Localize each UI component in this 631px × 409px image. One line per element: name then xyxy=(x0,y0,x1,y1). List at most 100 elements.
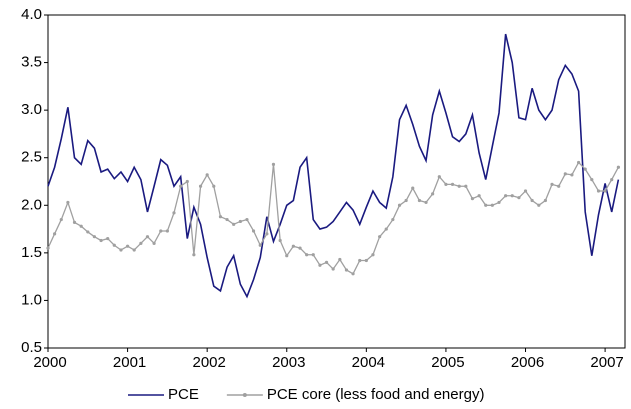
y-tick-label: 1.5 xyxy=(21,244,42,261)
series-marker xyxy=(106,236,110,241)
series-marker xyxy=(251,229,256,233)
series-marker xyxy=(504,194,508,198)
series-marker xyxy=(112,243,116,247)
series-marker xyxy=(510,194,514,198)
series-marker xyxy=(265,232,269,236)
series-marker xyxy=(470,197,475,201)
x-tick-label: 2001 xyxy=(113,354,146,371)
series-marker xyxy=(610,177,614,182)
series-marker xyxy=(198,184,203,188)
series-marker xyxy=(391,217,395,222)
x-tick-label: 2004 xyxy=(352,354,385,371)
y-tick-label: 2.0 xyxy=(21,196,42,213)
series-marker xyxy=(291,244,295,248)
series-marker xyxy=(66,200,70,205)
y-tick-label: 3.5 xyxy=(21,54,42,71)
series-marker xyxy=(351,272,355,276)
series-marker xyxy=(86,230,90,234)
x-tick-label: 2000 xyxy=(33,354,66,371)
series-marker xyxy=(79,224,83,228)
legend-label: PCE xyxy=(168,386,199,403)
legend-label: PCE core (less food and energy) xyxy=(267,386,485,403)
series-marker xyxy=(338,257,342,262)
series-marker xyxy=(364,258,368,263)
series-line xyxy=(47,33,620,299)
series-marker xyxy=(145,235,150,239)
series-marker xyxy=(616,165,620,169)
series-marker xyxy=(278,238,282,243)
series-marker xyxy=(125,244,130,248)
series-marker xyxy=(212,184,216,188)
series-marker xyxy=(570,173,574,177)
legend-marker xyxy=(242,393,247,397)
series-marker xyxy=(596,189,601,193)
series-marker xyxy=(225,217,229,222)
series-marker xyxy=(577,160,581,165)
y-tick-label: 4.0 xyxy=(21,6,42,23)
y-tick-label: 2.5 xyxy=(21,149,42,166)
series-marker xyxy=(59,217,63,222)
x-tick-label: 2005 xyxy=(431,354,464,371)
series-marker xyxy=(119,248,123,252)
series-marker xyxy=(444,182,448,186)
series-marker xyxy=(331,267,335,271)
series-marker xyxy=(371,253,375,257)
series-marker xyxy=(99,238,103,243)
series-marker xyxy=(378,235,382,239)
series-marker xyxy=(324,260,329,264)
series-marker xyxy=(311,253,315,257)
x-tick-label: 2006 xyxy=(511,354,544,371)
series-marker xyxy=(404,198,408,203)
series-marker xyxy=(185,179,189,184)
series-marker xyxy=(179,184,183,188)
series-marker xyxy=(285,254,289,258)
series-marker xyxy=(464,184,468,188)
series-marker xyxy=(530,198,534,203)
plot-frame xyxy=(47,14,626,349)
series-marker xyxy=(298,246,302,250)
series-marker xyxy=(53,232,57,236)
series-marker xyxy=(172,211,176,215)
series-marker xyxy=(484,203,488,207)
series-marker xyxy=(305,253,309,257)
series-marker xyxy=(431,192,435,196)
series-marker xyxy=(437,175,441,179)
series-marker xyxy=(358,258,362,263)
x-tick-label: 2007 xyxy=(590,354,623,371)
series-marker xyxy=(232,222,236,226)
y-tick-label: 0.5 xyxy=(21,339,42,356)
series-marker xyxy=(72,220,77,225)
series-marker xyxy=(497,200,501,205)
series-marker xyxy=(192,253,196,257)
series-marker xyxy=(397,203,402,207)
series-marker xyxy=(517,196,521,200)
series-marker xyxy=(245,217,249,222)
series-marker xyxy=(417,198,422,203)
series-marker xyxy=(46,246,50,250)
series-marker xyxy=(563,172,567,176)
series-marker xyxy=(205,173,209,177)
series-marker xyxy=(139,241,143,245)
series-marker xyxy=(92,235,96,239)
series-marker xyxy=(543,198,548,203)
series-marker xyxy=(218,215,223,219)
series-marker xyxy=(457,184,461,188)
series-marker xyxy=(411,186,415,190)
y-tick-label: 1.0 xyxy=(21,291,42,308)
x-tick-label: 2002 xyxy=(192,354,225,371)
series-marker xyxy=(132,248,136,252)
x-tick-label: 2003 xyxy=(272,354,305,371)
series-marker xyxy=(318,263,322,267)
series-marker xyxy=(165,229,169,233)
series-marker xyxy=(152,241,156,245)
series-marker xyxy=(603,189,607,193)
series-marker xyxy=(583,167,587,171)
series-marker xyxy=(590,177,594,182)
y-tick-label: 3.0 xyxy=(21,101,42,118)
series-marker xyxy=(384,227,388,231)
series-marker xyxy=(271,162,276,166)
series-marker xyxy=(159,229,163,233)
series-marker xyxy=(238,219,242,224)
series-marker xyxy=(344,268,349,272)
